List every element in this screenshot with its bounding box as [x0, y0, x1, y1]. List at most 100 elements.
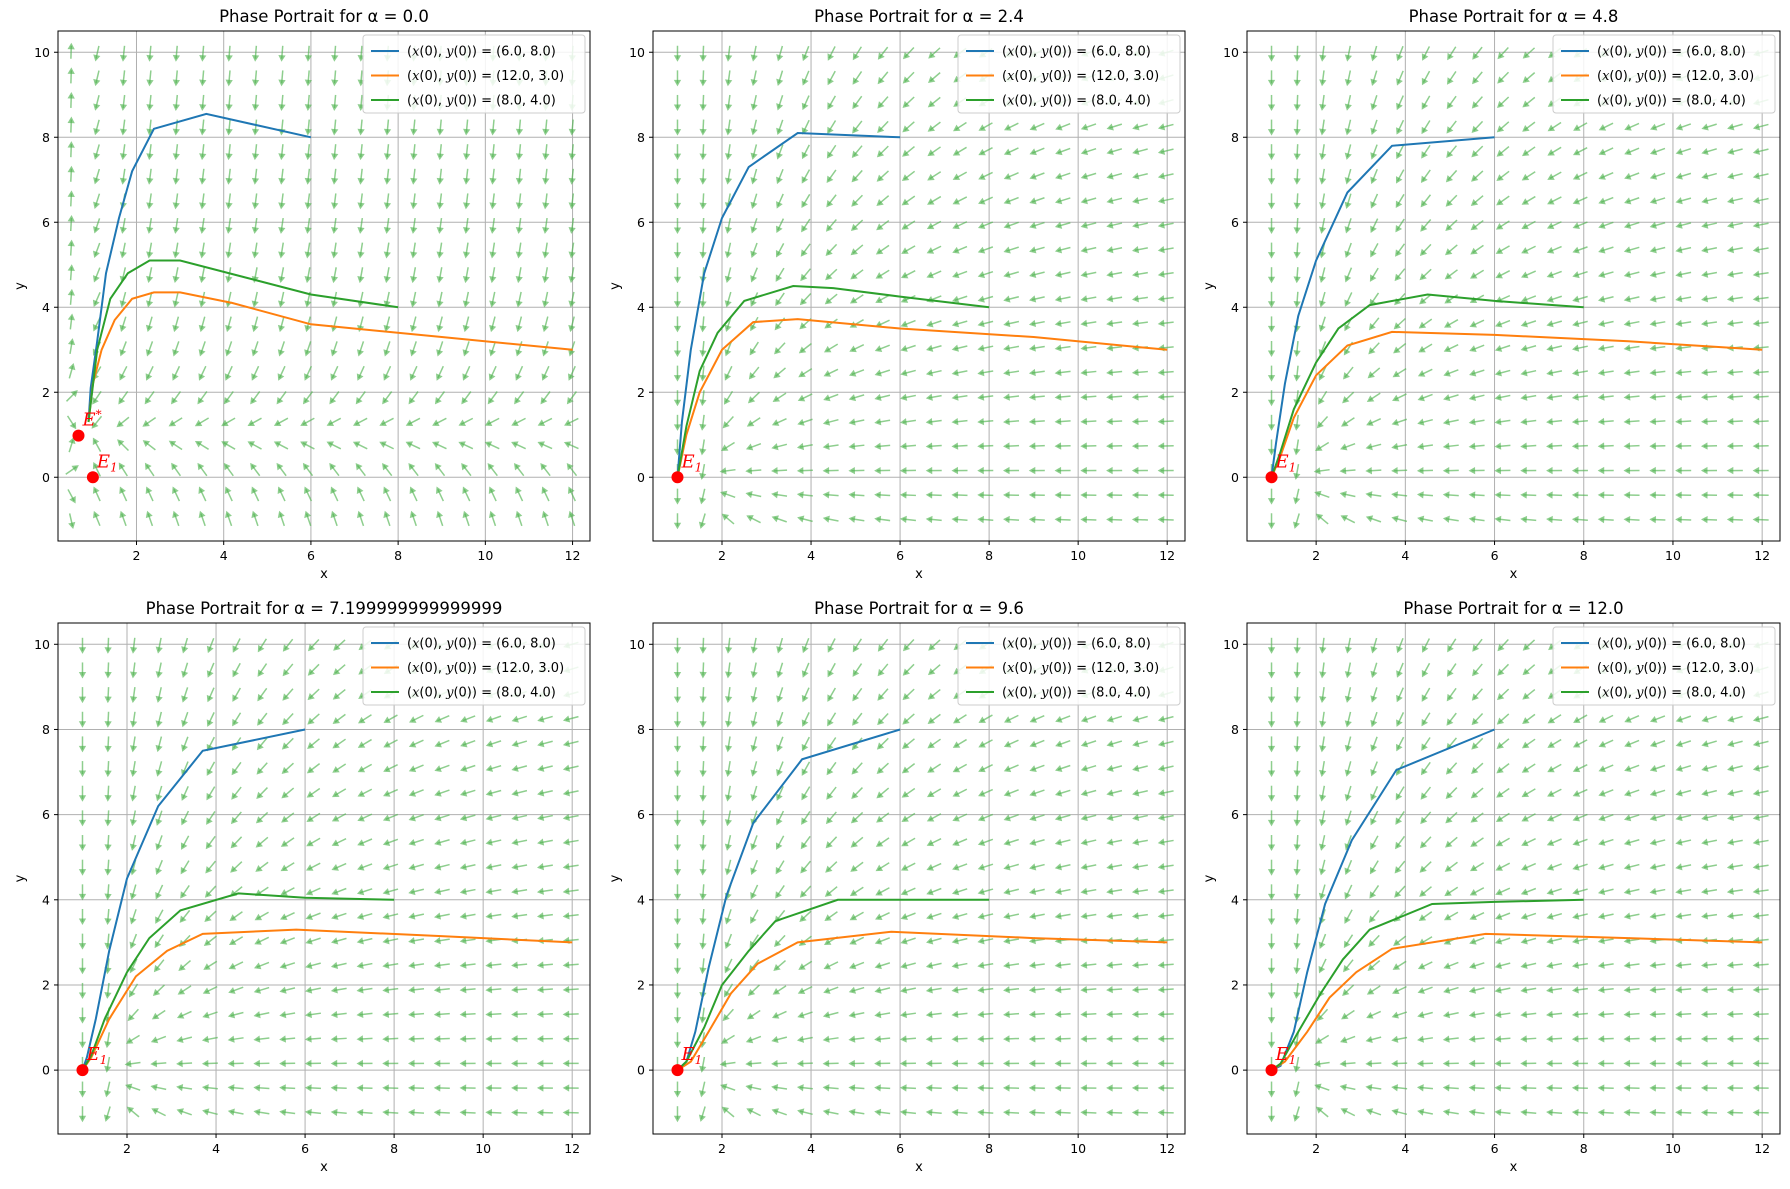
vector-arrowhead — [1598, 716, 1607, 723]
vector-arrowhead — [849, 938, 857, 945]
x-tick-label: 10 — [1070, 548, 1086, 563]
vector-arrowhead — [1572, 246, 1580, 254]
vector-arrowhead — [409, 716, 417, 723]
vector-arrowhead — [459, 1035, 467, 1043]
vector-arrowhead — [851, 791, 859, 800]
vector-arrowhead — [276, 462, 284, 471]
equilibrium-label: E1 — [1275, 451, 1297, 474]
legend-label: (x(0), y(0)) = (8.0, 4.0) — [1597, 94, 1746, 109]
vector-arrowhead — [1396, 719, 1403, 727]
vector-arrowhead — [383, 153, 392, 161]
vector-arrowhead — [1752, 172, 1761, 180]
vector-arrowhead — [278, 104, 286, 111]
vector-arrowhead — [801, 78, 809, 86]
vector-arrowhead — [1520, 961, 1528, 970]
vector-arrowhead — [876, 174, 884, 182]
vector-arrowhead — [356, 349, 364, 357]
vector-arrowhead — [1546, 418, 1553, 426]
vector-arrowhead — [673, 79, 682, 87]
vector-arrowhead — [329, 396, 337, 405]
vector-arrowhead — [1520, 1084, 1527, 1092]
vector-arrowhead — [1701, 863, 1709, 871]
vector-arrowhead — [1267, 992, 1276, 999]
vector-arrowhead — [1028, 466, 1036, 475]
vector-arrowhead — [1396, 127, 1403, 135]
vector-arrowhead — [724, 794, 733, 802]
vector-arrowhead — [796, 467, 804, 475]
vector-arrowhead — [1649, 246, 1657, 254]
vector-arrowhead — [304, 153, 312, 161]
vector-arrowhead — [251, 510, 259, 519]
vector-arrowhead — [409, 324, 417, 333]
vector-arrowhead — [673, 104, 682, 111]
vector-arrowhead — [1571, 466, 1579, 475]
vector-arrowhead — [511, 715, 519, 723]
vector-arrowhead — [145, 324, 153, 333]
vector-arrowhead — [537, 863, 545, 871]
vector-arrowhead — [1267, 399, 1276, 407]
vector-arrowhead — [1316, 421, 1324, 429]
vector-arrowhead — [228, 962, 237, 970]
vector-arrowhead — [433, 961, 441, 969]
vector-arrowhead — [827, 694, 834, 702]
vector-arrowhead — [1419, 865, 1427, 873]
legend-label: (x(0), y(0)) = (8.0, 4.0) — [407, 686, 556, 701]
vector-arrowhead — [1623, 1084, 1631, 1092]
vector-arrowhead — [1267, 1115, 1276, 1123]
series-line-3 — [676, 284, 990, 478]
vector-arrowhead — [333, 643, 341, 651]
vector-arrowhead — [1522, 124, 1530, 132]
vector-arrowhead — [330, 1010, 338, 1019]
vector-arrowhead — [1391, 1108, 1399, 1116]
vector-arrowhead — [1132, 715, 1140, 723]
vector-arrowhead — [1106, 344, 1114, 352]
vector-arrowhead — [926, 271, 934, 279]
vector-arrowhead — [1132, 838, 1140, 846]
vector-arrowhead — [1597, 466, 1605, 475]
vector-arrowhead — [489, 324, 497, 333]
vector-arrowhead — [749, 348, 757, 356]
vector-arrowhead — [951, 1010, 959, 1019]
vector-arrowhead — [1571, 393, 1579, 401]
vector-arrowhead — [724, 917, 732, 925]
vector-arrowhead — [926, 937, 934, 945]
vector-arrowhead — [251, 54, 260, 62]
vector-arrowhead — [78, 770, 87, 778]
vector-arrowhead — [772, 395, 781, 402]
vector-arrowhead — [198, 251, 207, 259]
vector-arrowhead — [1495, 320, 1503, 328]
vector-arrowhead — [899, 491, 907, 499]
vector-arrowhead — [119, 348, 127, 357]
vector-arrowhead — [850, 248, 858, 256]
vector-arrowhead — [537, 740, 545, 748]
vector-arrowhead — [952, 222, 960, 230]
vector-arrowhead — [1157, 1059, 1165, 1068]
vector-arrowhead — [776, 646, 784, 654]
vector-arrowhead — [724, 128, 733, 136]
vector-arrowhead — [171, 396, 178, 405]
vector-arrowhead — [1080, 123, 1089, 131]
vector-arrowhead — [1546, 1010, 1553, 1019]
vector-arrowhead — [926, 320, 934, 328]
vector-arrowhead — [1752, 466, 1760, 475]
vector-arrowhead — [977, 1035, 984, 1043]
vector-arrowhead — [1443, 369, 1451, 377]
vector-arrowhead — [1344, 720, 1352, 728]
vector-arrowhead — [225, 251, 233, 259]
vector-arrowhead — [1344, 891, 1352, 900]
vector-arrowhead — [1468, 1059, 1476, 1068]
vector-arrowhead — [305, 913, 313, 920]
vector-arrowhead — [1106, 491, 1113, 499]
vector-arrowhead — [1366, 988, 1375, 995]
vector-arrowhead — [796, 1035, 805, 1043]
vector-arrowhead — [1267, 350, 1276, 358]
vector-arrowhead — [463, 177, 471, 185]
vector-arrowhead — [1395, 200, 1403, 209]
vector-arrowhead — [1624, 123, 1632, 131]
vector-arrowhead — [1344, 79, 1352, 87]
vector-arrowhead — [977, 888, 985, 896]
vector-arrowhead — [251, 202, 260, 210]
vector-arrowhead — [304, 54, 313, 62]
vector-arrowhead — [489, 177, 497, 185]
vector-arrowhead — [485, 1059, 492, 1068]
